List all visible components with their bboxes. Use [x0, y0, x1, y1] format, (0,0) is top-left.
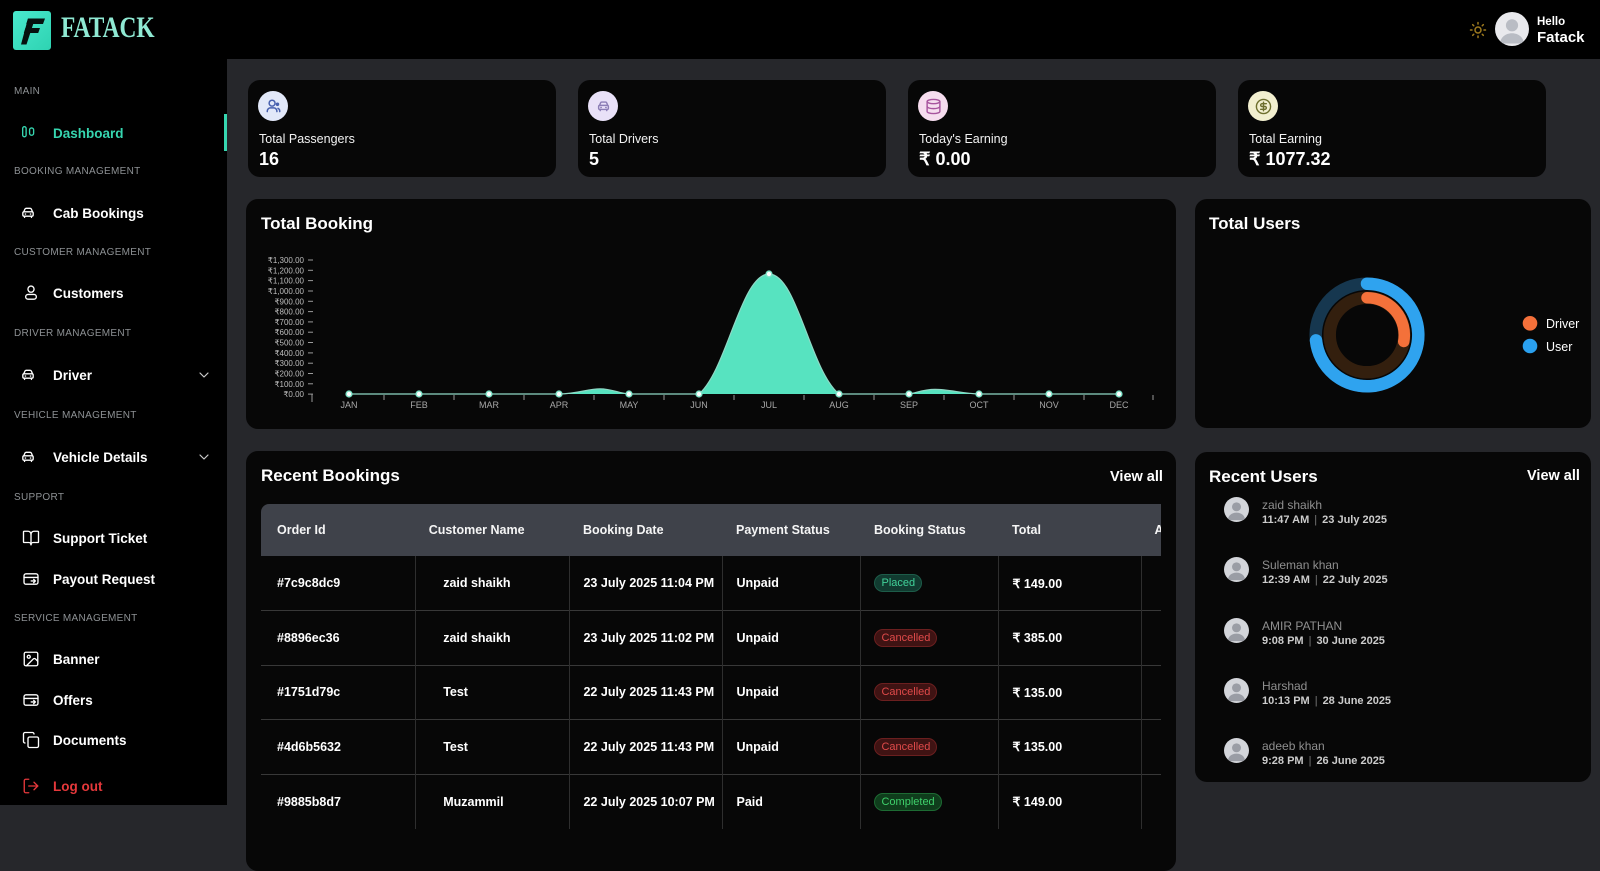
svg-text:APR: APR — [550, 400, 569, 410]
svg-text:₹1,000.00: ₹1,000.00 — [268, 287, 305, 296]
svg-text:₹900.00: ₹900.00 — [274, 297, 304, 306]
svg-text:User: User — [1546, 340, 1572, 354]
svg-text:MAR: MAR — [479, 400, 500, 410]
svg-text:SEP: SEP — [900, 400, 918, 410]
svg-text:NOV: NOV — [1039, 400, 1059, 410]
svg-text:OCT: OCT — [970, 400, 990, 410]
svg-text:₹1,100.00: ₹1,100.00 — [268, 277, 305, 286]
svg-text:₹500.00: ₹500.00 — [274, 339, 304, 348]
svg-text:₹400.00: ₹400.00 — [274, 349, 304, 358]
svg-text:FEB: FEB — [410, 400, 428, 410]
svg-text:MAY: MAY — [620, 400, 639, 410]
svg-text:DEC: DEC — [1109, 400, 1129, 410]
svg-text:₹700.00: ₹700.00 — [274, 318, 304, 327]
svg-text:JAN: JAN — [340, 400, 357, 410]
svg-text:₹1,200.00: ₹1,200.00 — [268, 266, 305, 275]
svg-text:JUN: JUN — [690, 400, 708, 410]
svg-text:Driver: Driver — [1546, 317, 1579, 331]
svg-text:₹800.00: ₹800.00 — [274, 308, 304, 317]
svg-text:AUG: AUG — [829, 400, 849, 410]
svg-text:₹1,300.00: ₹1,300.00 — [268, 256, 305, 265]
svg-text:₹600.00: ₹600.00 — [274, 328, 304, 337]
svg-text:₹100.00: ₹100.00 — [274, 380, 304, 389]
svg-text:JUL: JUL — [761, 400, 777, 410]
svg-text:₹300.00: ₹300.00 — [274, 359, 304, 368]
svg-text:₹0.00: ₹0.00 — [283, 390, 304, 399]
svg-text:₹200.00: ₹200.00 — [274, 370, 304, 379]
